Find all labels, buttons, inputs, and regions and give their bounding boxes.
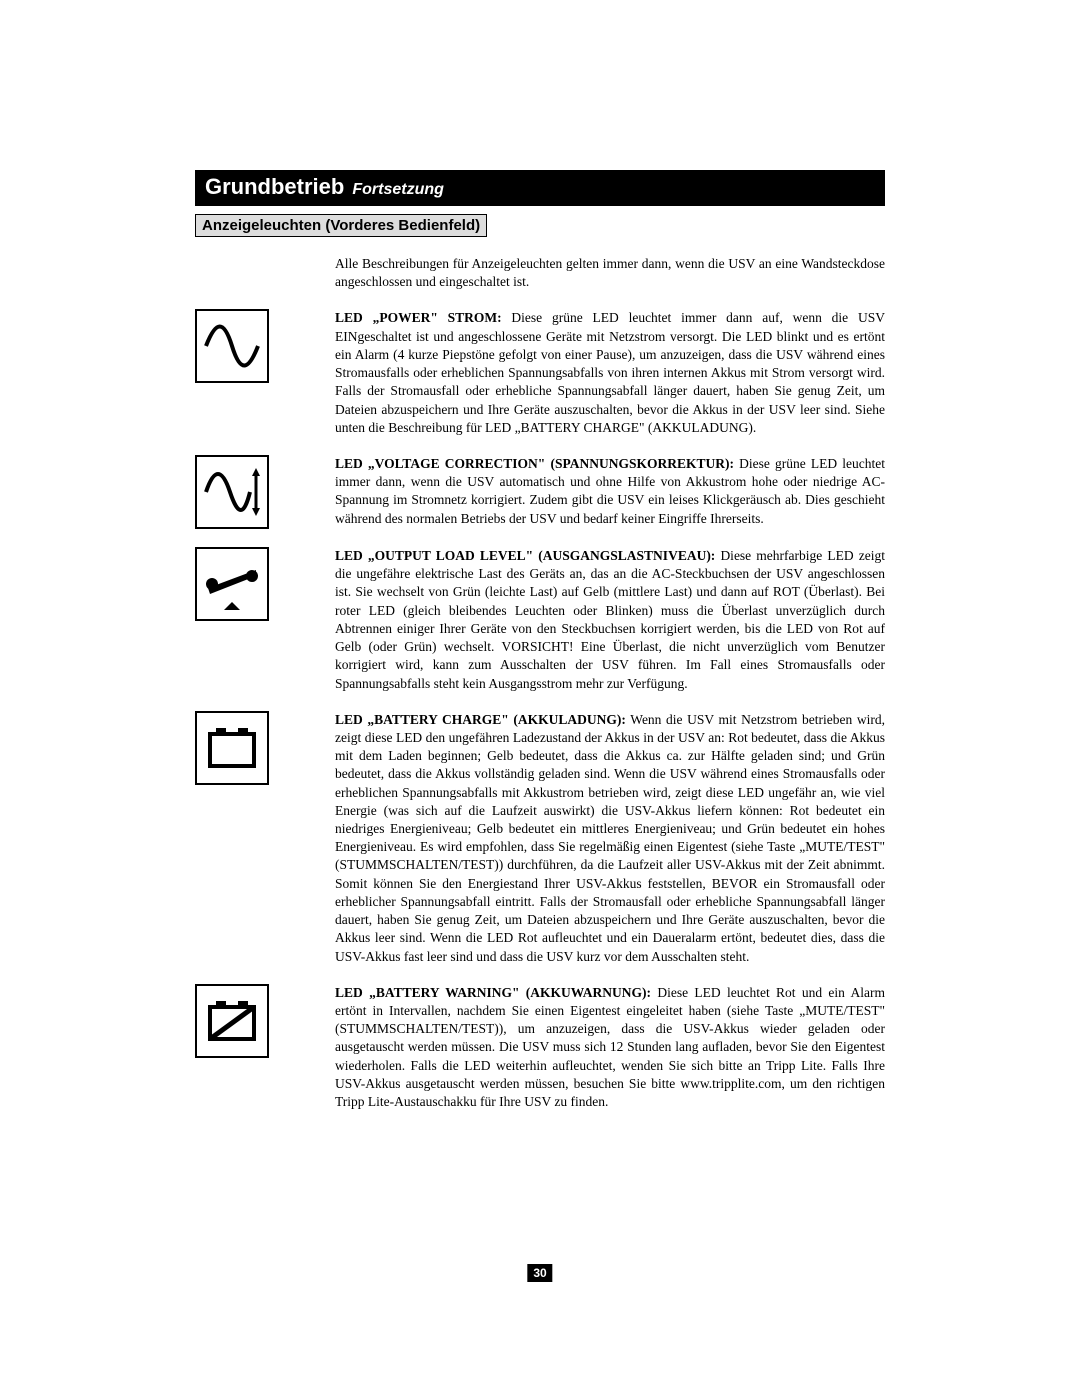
title-continuation: Fortsetzung: [352, 181, 444, 198]
seesaw-icon: [195, 547, 269, 621]
led-row-power: LED „POWER" STROM: Diese grüne LED leuch…: [195, 309, 885, 437]
sine-icon: [195, 309, 269, 383]
led-row-battery-warning: LED „BATTERY WARNING" (AKKUWARNUNG): Die…: [195, 984, 885, 1112]
battery-icon: [195, 711, 269, 785]
battery-warning-icon: [195, 984, 269, 1058]
led-lead: LED „BATTERY WARNING" (AKKUWARNUNG):: [335, 985, 651, 1000]
section-title-bar: Grundbetrieb Fortsetzung: [195, 170, 885, 206]
led-body: Diese grüne LED leuchtet immer dann auf,…: [335, 310, 885, 434]
led-text: LED „VOLTAGE CORRECTION" (SPANNUNGSKORRE…: [335, 455, 885, 528]
led-text: LED „BATTERY WARNING" (AKKUWARNUNG): Die…: [335, 984, 885, 1112]
led-body: Diese LED leuchtet Rot und ein Alarm ert…: [335, 985, 885, 1109]
sine-arrow-icon: [195, 455, 269, 529]
icon-cell: [195, 547, 335, 621]
led-lead: LED „POWER" STROM:: [335, 310, 502, 325]
led-lead: LED „BATTERY CHARGE" (AKKULADUNG):: [335, 712, 626, 727]
led-lead: LED „OUTPUT LOAD LEVEL" (AUSGANGSLASTNIV…: [335, 548, 715, 563]
led-body: Wenn die USV mit Netzstrom betrieben wir…: [335, 712, 885, 964]
icon-cell: [195, 711, 335, 785]
icon-cell: [195, 309, 335, 383]
led-lead: LED „VOLTAGE CORRECTION" (SPANNUNGSKORRE…: [335, 456, 734, 471]
led-row-voltage: LED „VOLTAGE CORRECTION" (SPANNUNGSKORRE…: [195, 455, 885, 529]
led-row-load: LED „OUTPUT LOAD LEVEL" (AUSGANGSLASTNIV…: [195, 547, 885, 693]
led-row-battery-charge: LED „BATTERY CHARGE" (AKKULADUNG): Wenn …: [195, 711, 885, 966]
led-body: Diese mehrfarbige LED zeigt die ungefähr…: [335, 548, 885, 691]
subheading: Anzeigeleuchten (Vorderes Bedienfeld): [195, 214, 487, 237]
title-main: Grundbetrieb: [205, 174, 344, 199]
icon-cell: [195, 984, 335, 1058]
led-text: LED „POWER" STROM: Diese grüne LED leuch…: [335, 309, 885, 437]
led-text: LED „OUTPUT LOAD LEVEL" (AUSGANGSLASTNIV…: [335, 547, 885, 693]
icon-cell: [195, 455, 335, 529]
led-text: LED „BATTERY CHARGE" (AKKULADUNG): Wenn …: [335, 711, 885, 966]
page-number: 30: [527, 1264, 552, 1282]
intro-text: Alle Beschreibungen für Anzeigeleuchten …: [335, 255, 885, 291]
document-page: Grundbetrieb Fortsetzung Anzeigeleuchten…: [0, 0, 1080, 1111]
